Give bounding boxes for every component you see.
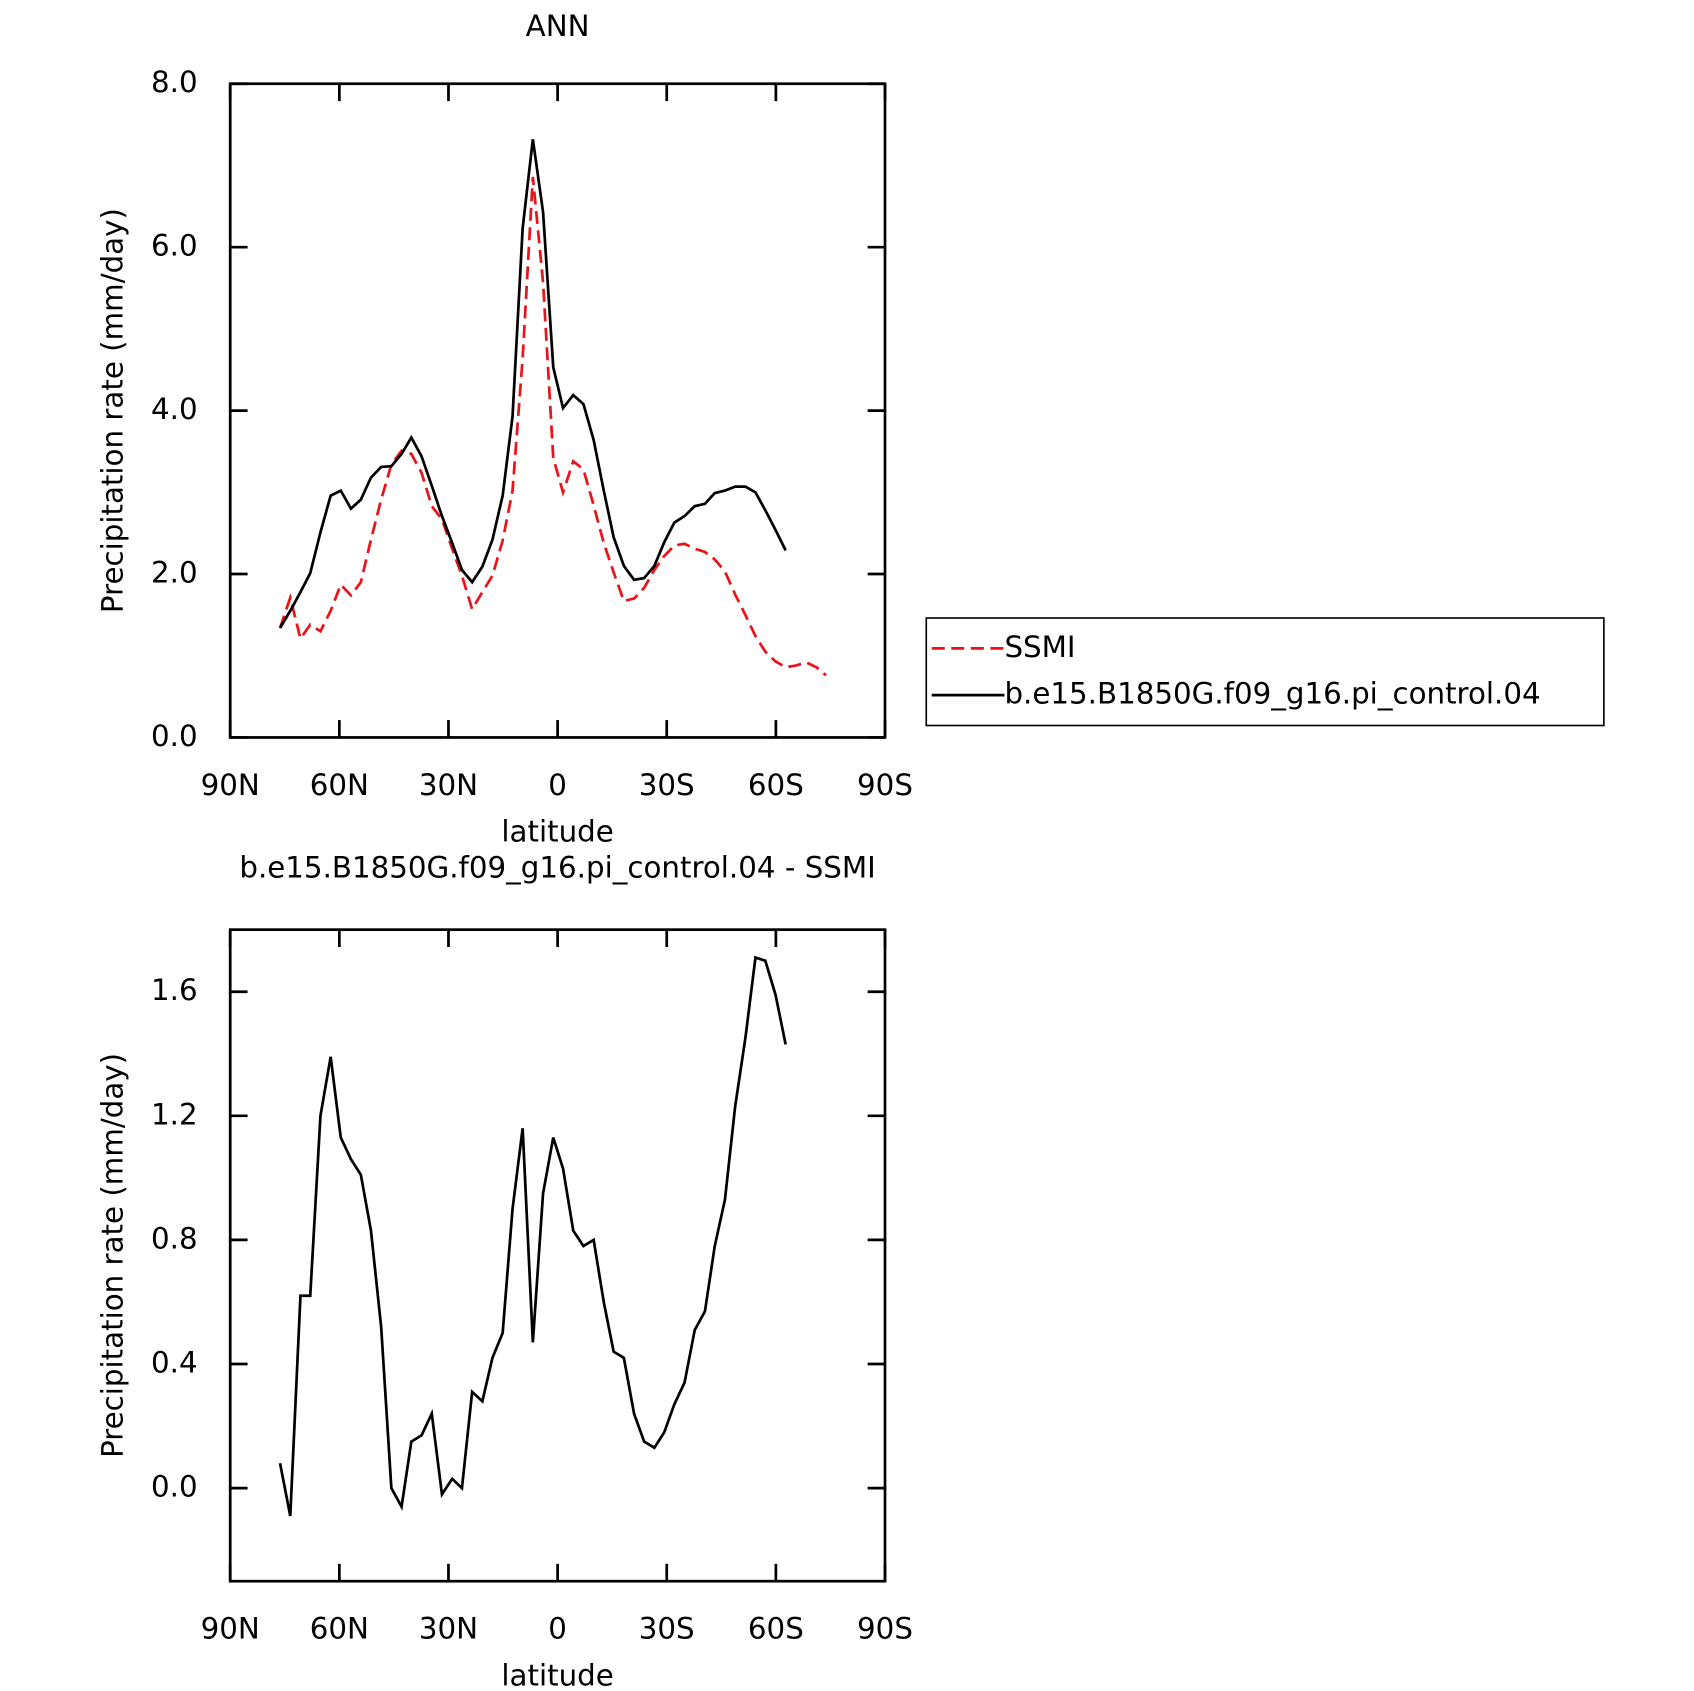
x-tick-label: 30S: [639, 768, 695, 802]
x-tick-label: 90S: [857, 1612, 913, 1646]
x-tick-label: 0: [548, 768, 567, 802]
y-tick-label: 0.8: [151, 1221, 198, 1255]
x-tick-label: 60N: [310, 768, 369, 802]
x-tick-label: 30N: [419, 1612, 478, 1646]
x-tick-label: 60S: [748, 768, 804, 802]
x-tick-label: 60N: [310, 1612, 369, 1646]
x-tick-label: 30N: [419, 768, 478, 802]
y-tick-label: 4.0: [151, 392, 198, 426]
x-axis-label: latitude: [501, 1658, 613, 1691]
x-tick-label: 90N: [201, 1612, 260, 1646]
y-tick-label: 0.4: [151, 1346, 198, 1380]
x-axis-label: latitude: [501, 815, 613, 849]
legend-label: SSMI: [1004, 630, 1075, 664]
data-line: [278, 955, 787, 1517]
plot-frame: [228, 82, 887, 739]
x-tick-label: 90N: [201, 768, 260, 802]
x-tick-label: 60S: [748, 1612, 804, 1646]
data-line: [278, 139, 787, 629]
chart-title: b.e15.B1850G.f09_g16.pi_control.04 - SSM…: [239, 850, 875, 884]
x-tick-label: 0: [548, 1612, 567, 1646]
y-tick-label: 8.0: [151, 65, 198, 99]
legend-box: [925, 617, 1605, 727]
y-tick-label: 0.0: [151, 1470, 198, 1504]
chart-title: ANN: [526, 9, 590, 43]
plot-frame: [228, 928, 887, 1583]
y-tick-label: 1.2: [151, 1097, 198, 1131]
legend-label: b.e15.B1850G.f09_g16.pi_control.04: [1004, 677, 1540, 711]
y-tick-label: 1.6: [151, 973, 198, 1007]
data-line: [278, 176, 827, 677]
y-tick-label: 0.0: [151, 719, 198, 753]
legend: SSMI b.e15.B1850G.f09_g16.pi_control.04: [925, 617, 1605, 727]
x-tick-label: 90S: [857, 768, 913, 802]
y-tick-label: 6.0: [151, 229, 198, 263]
y-axis-label: Precipitation rate (mm/day): [96, 208, 130, 613]
y-tick-label: 2.0: [151, 556, 198, 590]
x-tick-label: 30S: [639, 1612, 695, 1646]
y-axis-label: Precipitation rate (mm/day): [96, 1053, 130, 1458]
